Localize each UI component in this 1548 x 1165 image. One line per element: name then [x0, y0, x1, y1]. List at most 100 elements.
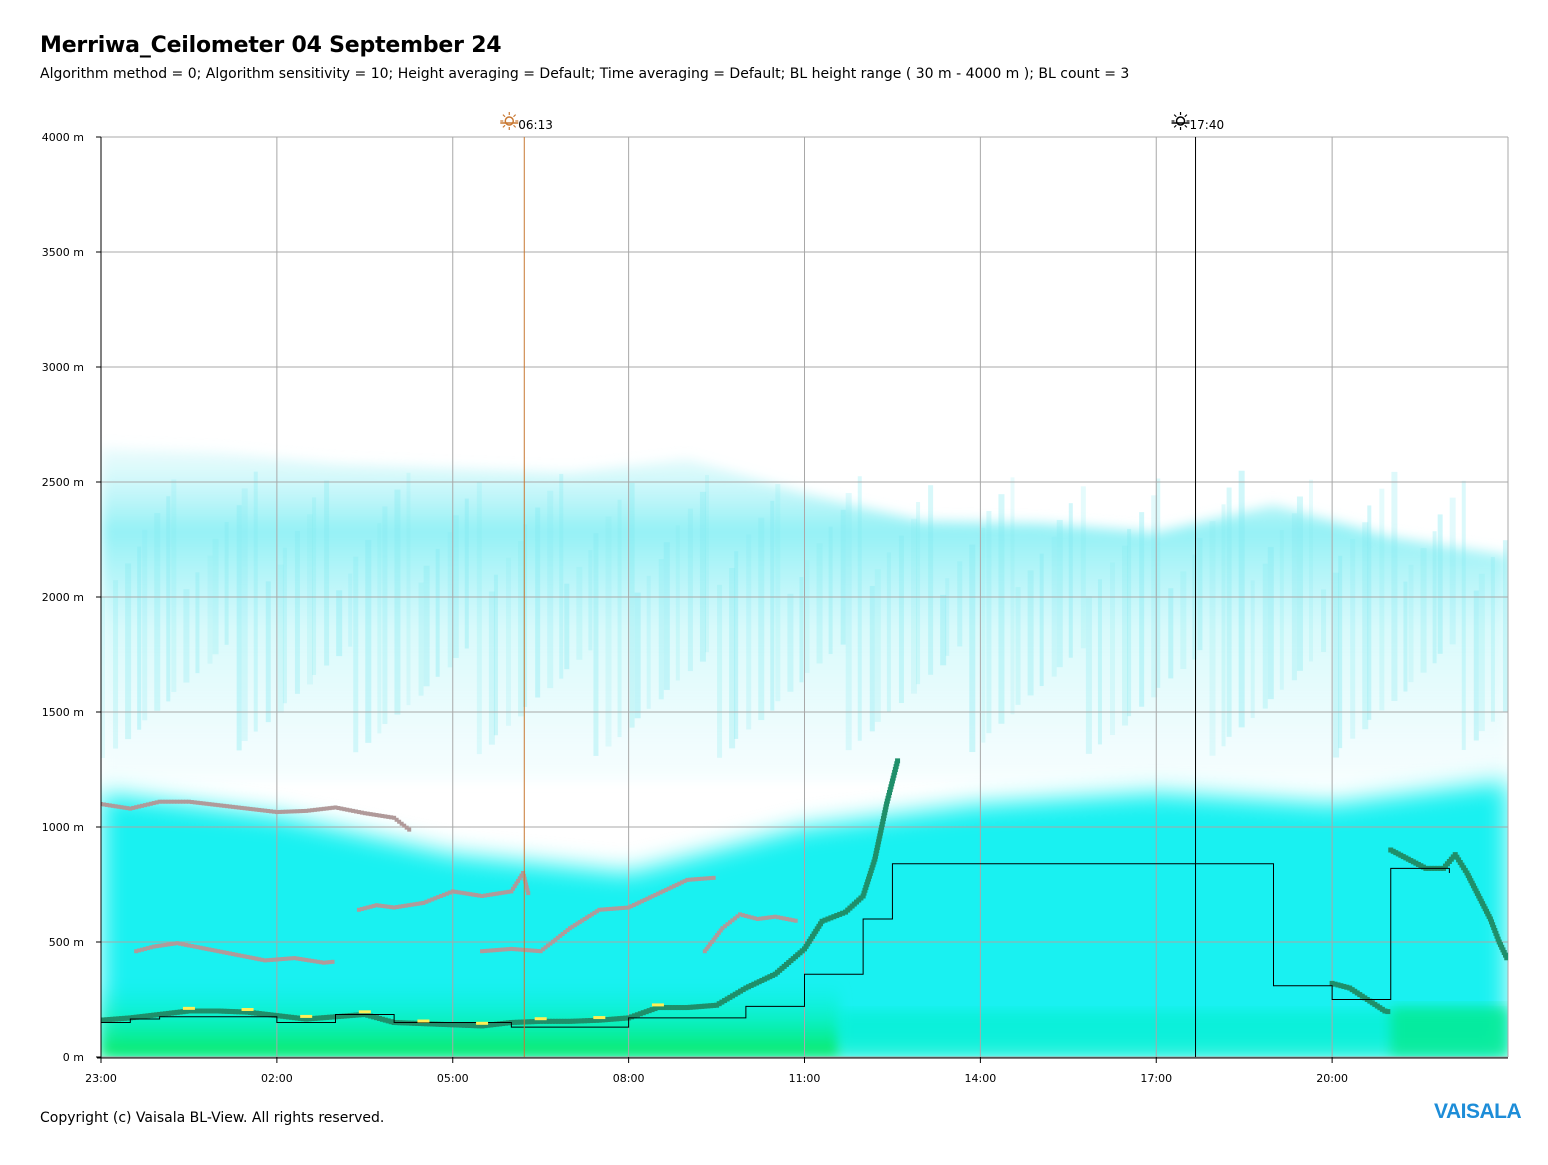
data-point [497, 947, 502, 952]
data-point [477, 893, 482, 898]
data-point [582, 917, 587, 921]
backscatter-streak [137, 546, 142, 730]
data-point [640, 1010, 646, 1016]
data-point [655, 891, 660, 896]
data-point [230, 1009, 236, 1015]
backscatter-streak [787, 593, 794, 692]
data-point [201, 801, 206, 806]
data-point [165, 1010, 171, 1016]
data-point [310, 958, 315, 963]
data-point [637, 1011, 643, 1017]
data-point [882, 807, 888, 813]
data-point [1485, 911, 1491, 917]
data-point [198, 945, 203, 950]
data-point [327, 806, 332, 811]
bl-layer-1 [1388, 847, 1508, 961]
data-point [808, 936, 814, 942]
y-tick-label: 2000 m [42, 591, 84, 604]
data-point [663, 887, 668, 892]
data-point [242, 954, 247, 959]
data-point [441, 892, 446, 897]
data-point [269, 957, 274, 962]
backscatter-streak [418, 582, 424, 696]
bl-layer-2 [101, 799, 412, 832]
data-point [206, 1008, 212, 1014]
data-point [315, 959, 320, 964]
data-point [160, 943, 165, 948]
data-point [409, 1020, 415, 1026]
data-point [1493, 930, 1499, 936]
data-point [289, 956, 294, 961]
data-point [104, 1017, 110, 1023]
data-point [368, 1013, 374, 1019]
backscatter-streak [1080, 486, 1086, 649]
data-point [465, 891, 470, 896]
data-point [716, 1001, 722, 1007]
data-point [121, 1015, 127, 1021]
backscatter-streak [1151, 495, 1158, 698]
data-point [321, 960, 326, 965]
data-point [356, 907, 361, 912]
data-point [568, 926, 572, 931]
data-point [265, 1012, 271, 1018]
data-point [840, 910, 846, 916]
data-point [509, 946, 514, 951]
data-point [222, 803, 227, 808]
data-point [876, 839, 882, 845]
data-point [178, 799, 183, 804]
data-point [860, 893, 866, 899]
data-point [116, 804, 121, 809]
data-point [242, 1009, 248, 1015]
data-point [227, 1008, 233, 1014]
backscatter-streak [113, 580, 119, 749]
data-point [134, 949, 139, 954]
data-point [368, 812, 373, 817]
data-point [291, 1015, 297, 1021]
bl-layer-1 [101, 758, 901, 1029]
data-point [702, 949, 707, 954]
backscatter-streak [869, 585, 875, 732]
data-point [168, 1010, 174, 1016]
backscatter-streak [845, 493, 852, 751]
data-point [1500, 947, 1506, 953]
data-point [444, 1022, 450, 1028]
data-point [761, 916, 766, 921]
bl-layer-2 [480, 875, 716, 954]
backscatter-streak [277, 564, 284, 713]
data-point [374, 903, 379, 908]
data-point [503, 890, 508, 895]
backscatter-streak [518, 541, 525, 717]
backscatter-streak [535, 507, 541, 698]
data-point [184, 942, 189, 947]
data-point [347, 1013, 353, 1019]
data-point [526, 948, 531, 953]
data-point [107, 803, 112, 808]
data-point [107, 1017, 113, 1023]
data-point [318, 960, 323, 965]
data-point [321, 1015, 327, 1021]
data-point [151, 944, 156, 949]
data-point [617, 906, 622, 911]
data-point [825, 916, 831, 922]
data-point [494, 948, 499, 953]
backscatter-streak [1110, 562, 1115, 735]
data-point [400, 904, 405, 909]
data-point [459, 890, 464, 895]
backscatter-streak [746, 534, 752, 730]
data-point [1415, 861, 1421, 867]
backscatter-streak [236, 505, 242, 751]
data-point [113, 804, 118, 809]
data-point [184, 799, 189, 804]
axes: 0 m 500 m 1000 m 1500 m 2000 m 2500 m 3000 m 35… [42, 131, 1508, 1085]
data-point [669, 885, 674, 890]
data-point [1344, 984, 1350, 990]
data-point [245, 1009, 251, 1015]
data-point [1357, 992, 1363, 998]
data-point [456, 890, 461, 895]
data-point [593, 1017, 599, 1023]
backscatter-streak [1362, 522, 1369, 730]
data-point [715, 933, 720, 938]
backscatter-streak [874, 569, 881, 722]
data-point [863, 885, 869, 891]
